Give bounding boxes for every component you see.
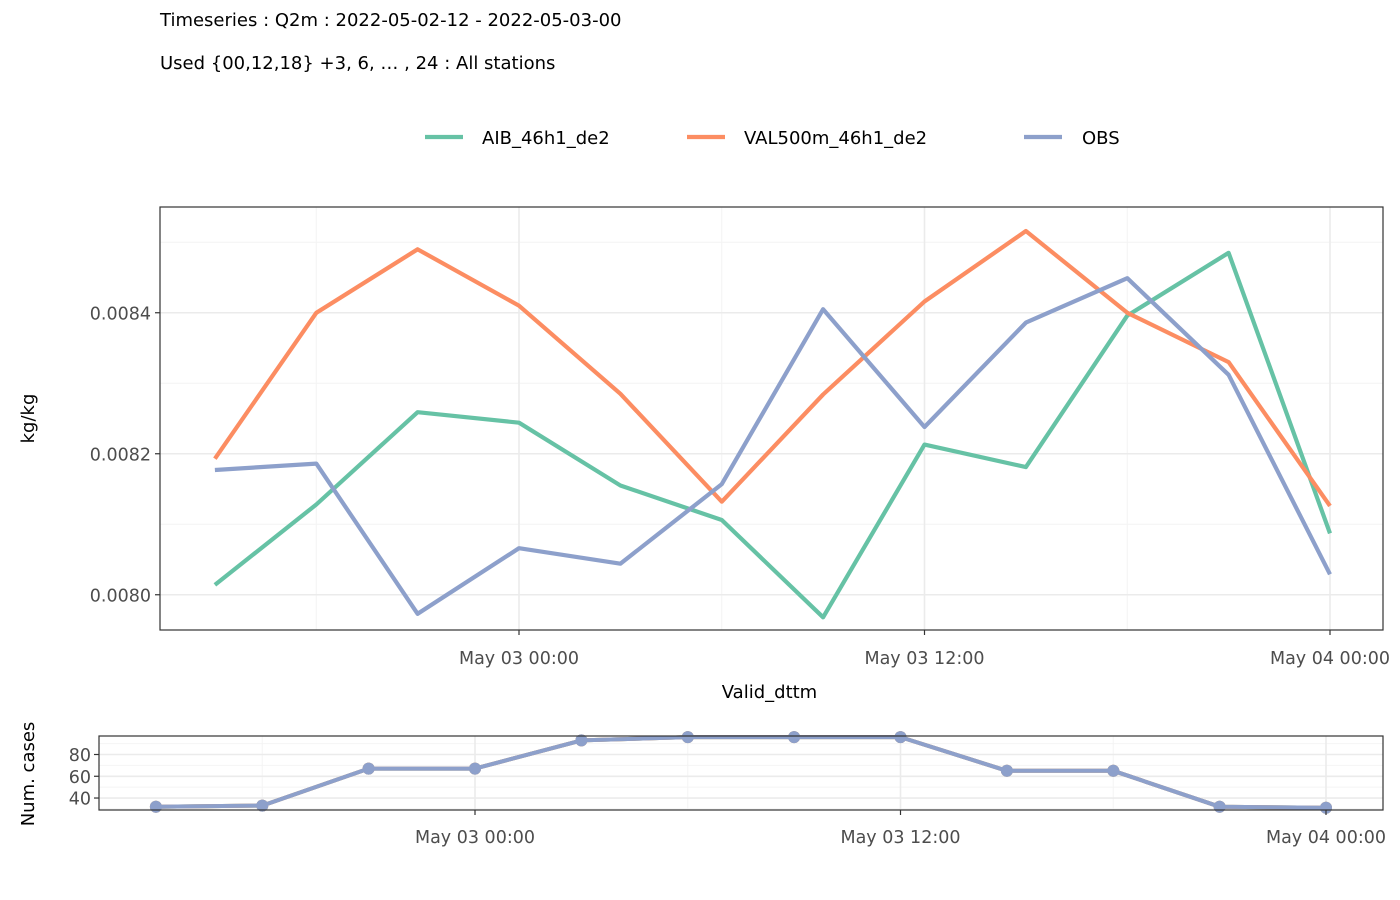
x-axis-title: Valid_dttm bbox=[722, 682, 817, 703]
series-line-VAL500m_46h1_de2 bbox=[215, 231, 1330, 506]
count-point-OBS bbox=[1214, 801, 1226, 813]
count-line-AIB_46h1_de2 bbox=[156, 737, 1326, 808]
x-tick-label: May 03 00:00 bbox=[415, 828, 535, 848]
y-tick-label: 60 bbox=[69, 768, 91, 788]
count-point-OBS bbox=[895, 731, 907, 743]
x-tick-label: May 04 00:00 bbox=[1270, 649, 1390, 669]
y-tick-label: 0.0080 bbox=[90, 586, 151, 606]
legend-label-OBS: OBS bbox=[1082, 128, 1120, 149]
y-tick-label: 40 bbox=[69, 790, 91, 810]
count-point-OBS bbox=[682, 731, 694, 743]
count-line-OBS bbox=[156, 737, 1326, 808]
count-point-OBS bbox=[363, 763, 375, 775]
count-point-OBS bbox=[469, 763, 481, 775]
main-plot-panel: 0.0080 0.0082 0.0084 May 03 00:00 May 03 12:… bbox=[18, 207, 1390, 703]
count-point-OBS bbox=[150, 801, 162, 813]
y-axis-title: Num. cases bbox=[18, 722, 39, 827]
count-line-VAL500m_46h1_de2 bbox=[156, 737, 1326, 808]
y-tick-label: 80 bbox=[69, 746, 91, 766]
y-tick-label: 0.0082 bbox=[90, 445, 151, 465]
y-axis-title: kg/kg bbox=[18, 394, 39, 444]
y-tick-label: 0.0084 bbox=[90, 304, 151, 324]
legend: AIB_46h1_de2 VAL500m_46h1_de2 OBS bbox=[425, 128, 1120, 149]
x-tick-label: May 03 12:00 bbox=[840, 828, 960, 848]
x-tick-label: May 03 00:00 bbox=[459, 649, 579, 669]
count-point-OBS bbox=[1107, 765, 1119, 777]
legend-label-VAL500m_46h1_de2: VAL500m_46h1_de2 bbox=[744, 128, 927, 149]
count-point-OBS bbox=[1001, 765, 1013, 777]
x-tick-label: May 03 12:00 bbox=[864, 649, 984, 669]
count-point-OBS bbox=[788, 731, 800, 743]
legend-label-AIB_46h1_de2: AIB_46h1_de2 bbox=[482, 128, 610, 149]
x-tick-label: May 04 00:00 bbox=[1266, 828, 1386, 848]
